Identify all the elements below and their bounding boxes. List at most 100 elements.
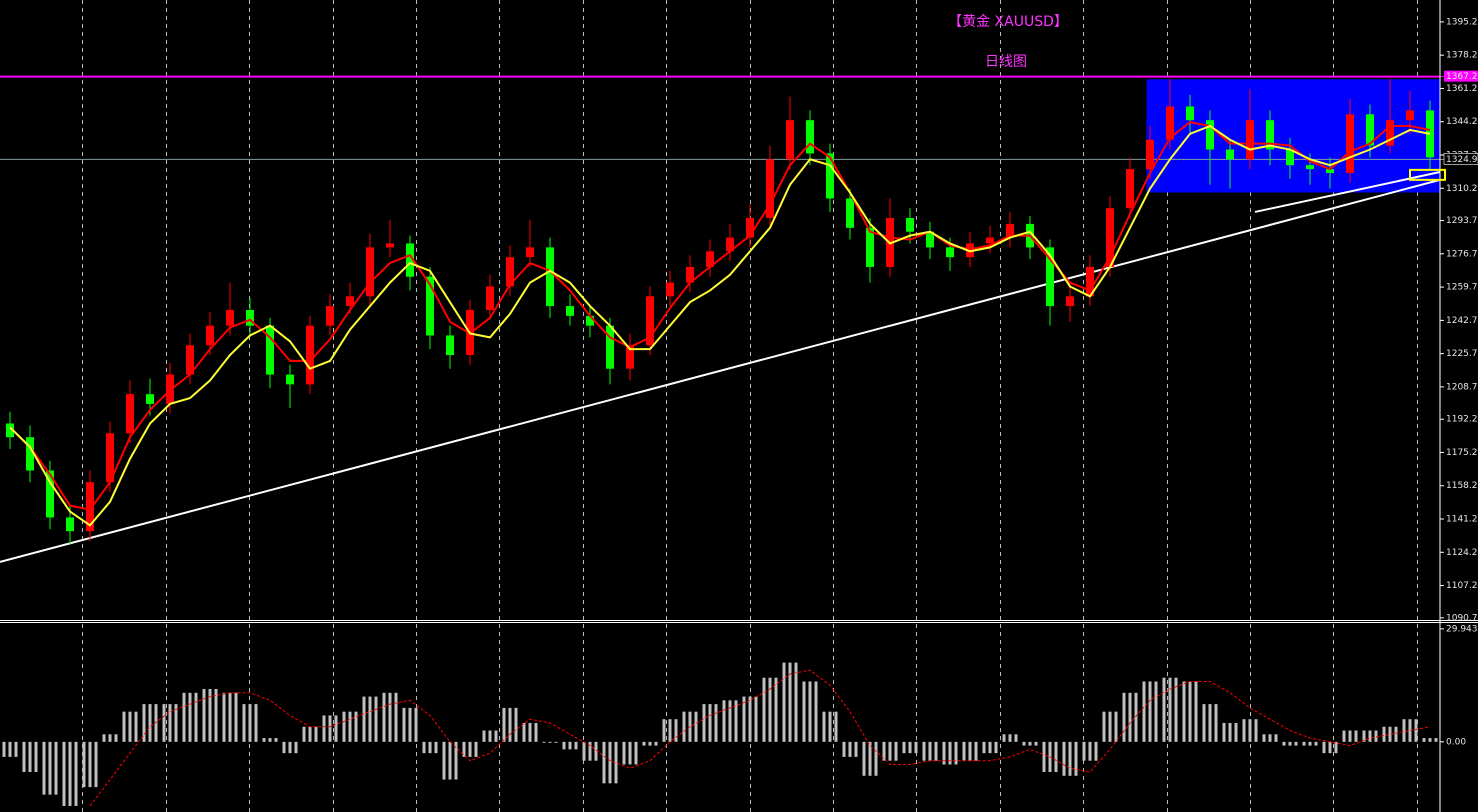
macd-bar [914,741,918,754]
range-box [1409,168,1446,181]
level-label-bg [1444,70,1478,82]
macd-bar [1022,741,1026,746]
candle-body [1146,139,1154,170]
candle-body [46,470,54,518]
macd-bar [988,741,992,754]
macd-bar [1388,726,1392,742]
macd-bar [54,741,58,795]
macd-bar [588,741,592,761]
macd-bar [274,738,278,742]
macd-bar [388,692,392,742]
macd-bar [1062,741,1066,776]
macd-bar [742,696,746,742]
macd-bar [622,741,626,765]
macd-bar [1182,681,1186,742]
candle-body [566,306,574,316]
macd-bar [414,707,418,742]
macd-bar [134,711,138,742]
macd-bar [348,711,352,742]
macd-bar [1314,741,1318,746]
macd-bar [1034,741,1038,746]
macd-bar [774,677,778,742]
chart-title: 【黄金 XAUUSD】 [948,13,1068,30]
macd-bar [1328,741,1332,754]
macd-bar [648,741,652,746]
macd-bar [814,681,818,742]
macd-bar [1174,677,1178,742]
candle-body [1386,120,1394,146]
macd-bar [68,741,72,806]
level-label: 1324.96 [1446,155,1478,165]
macd-bar [1122,692,1126,742]
macd-bar [568,741,572,750]
macd-bar [428,741,432,754]
macd-bar [922,741,926,761]
macd-bar [1342,730,1346,742]
candle-body [486,286,494,310]
macd-bar [508,707,512,742]
macd-bar [154,704,158,742]
candle-body [826,153,834,199]
y-tick-label: 1141.20 [1446,515,1478,525]
macd-bar [8,741,12,757]
macd-bar [74,741,78,806]
y-tick-label: 1276.70 [1446,249,1478,259]
macd-bar [1148,681,1152,742]
macd-bar [214,689,218,742]
candle-body [1066,296,1074,307]
macd-bar [1254,719,1258,742]
candle-body [206,325,214,346]
macd-bar [1168,677,1172,742]
candle-body [806,120,814,154]
macd-bar [422,741,426,754]
macd-bar [1268,734,1272,742]
y-tick-label: 1310.20 [1446,184,1478,194]
macd-bar [454,741,458,780]
macd-bar [1088,741,1092,761]
macd-bar [402,707,406,742]
candle-body [386,243,394,248]
candle-body [406,243,414,277]
y-tick-label: 29.943 [1446,624,1478,634]
macd-bar [1302,741,1306,746]
macd-bar [48,741,52,795]
candle-body [446,335,454,356]
macd-bar [834,711,838,742]
candle-body [1406,110,1414,121]
macd-bar [234,692,238,742]
y-tick-label: 1208.70 [1446,382,1478,392]
y-tick-label: 1090.70 [1446,613,1478,623]
macd-bar [268,738,272,742]
macd-bar [1194,681,1198,742]
candle-body [266,325,274,375]
macd-bar [322,715,326,742]
macd-bar [262,738,266,742]
macd-bar [394,692,398,742]
axis-area: 1395.201378.201361.201344.201327.201310.… [1440,17,1478,747]
candle-body [606,325,614,369]
macd-bar [534,722,538,742]
macd-bar [1262,734,1266,742]
macd-bar [594,741,598,761]
candle-body [326,306,334,326]
candle-body [1046,247,1054,307]
candle-body [726,237,734,252]
candle-body [666,282,674,297]
y-tick-label: 1158.20 [1446,481,1478,491]
level-label-bg [1443,153,1478,165]
macd-bar [1348,730,1352,742]
macd-bar [302,726,306,742]
candle-body [626,345,634,369]
macd-bar [582,741,586,761]
macd-bar [762,677,766,742]
macd-bar [1074,741,1078,776]
macd-bar [1014,734,1018,742]
candle-body [1306,165,1314,170]
y-tick-label: 1124.20 [1446,548,1478,558]
macd-bar [682,711,686,742]
candle-body [366,247,374,297]
candle-body [106,433,114,483]
macd-bar [1094,741,1098,761]
macd-bar [202,689,206,742]
macd-bar [954,741,958,765]
